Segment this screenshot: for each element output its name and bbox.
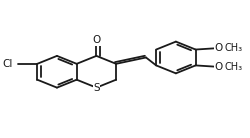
Text: O: O: [92, 35, 100, 45]
Text: O: O: [214, 62, 222, 72]
Text: CH₃: CH₃: [225, 43, 243, 53]
Text: O: O: [214, 43, 222, 53]
Text: S: S: [93, 83, 100, 93]
Text: Cl: Cl: [2, 59, 12, 69]
Text: CH₃: CH₃: [225, 62, 243, 72]
